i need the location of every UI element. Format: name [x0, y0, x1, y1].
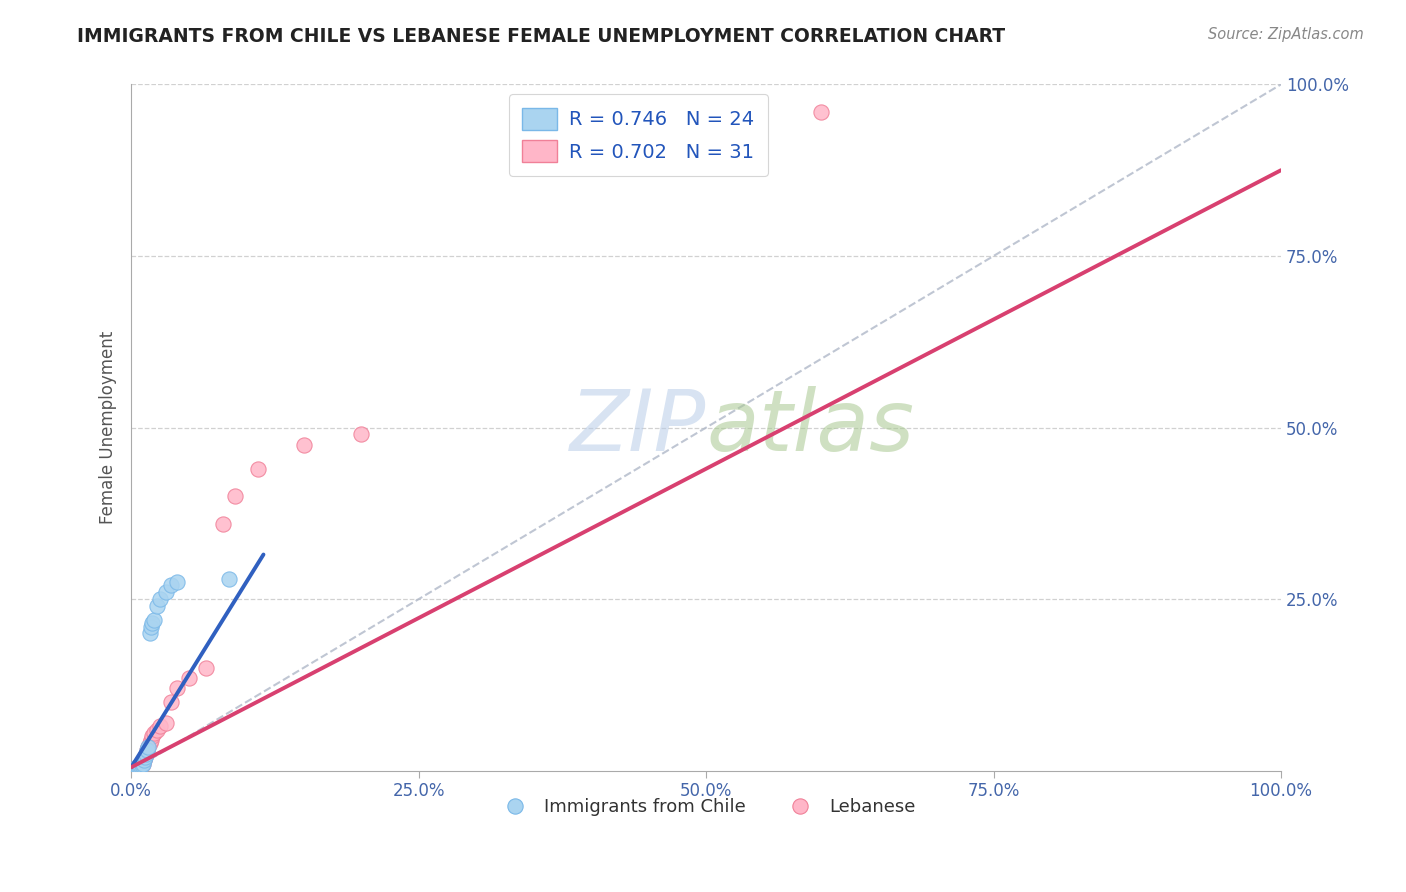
Point	[224, 489, 246, 503]
Point	[212, 516, 235, 531]
Point	[128, 759, 150, 773]
Point	[136, 743, 159, 757]
Point	[125, 761, 148, 775]
Point	[218, 572, 240, 586]
Point	[134, 750, 156, 764]
Point	[135, 747, 157, 761]
Point	[141, 730, 163, 744]
Point	[145, 599, 167, 613]
Point	[139, 619, 162, 633]
Point	[160, 578, 183, 592]
Point	[124, 762, 146, 776]
Point	[160, 695, 183, 709]
Point	[155, 715, 177, 730]
Point	[132, 756, 155, 771]
Point	[129, 758, 152, 772]
Point	[350, 427, 373, 442]
Y-axis label: Female Unemployment: Female Unemployment	[100, 331, 117, 524]
Point	[177, 671, 200, 685]
Point	[195, 661, 218, 675]
Point	[155, 585, 177, 599]
Point	[125, 760, 148, 774]
Point	[810, 104, 832, 119]
Point	[292, 438, 315, 452]
Point	[135, 747, 157, 761]
Point	[134, 750, 156, 764]
Point	[129, 758, 152, 772]
Text: atlas: atlas	[706, 386, 914, 469]
Point	[138, 739, 160, 754]
Point	[246, 461, 269, 475]
Point	[127, 759, 149, 773]
Point	[166, 574, 188, 589]
Point	[138, 736, 160, 750]
Point	[149, 719, 172, 733]
Text: ZIP: ZIP	[569, 386, 706, 469]
Point	[127, 759, 149, 773]
Point	[166, 681, 188, 696]
Point	[124, 762, 146, 776]
Point	[131, 757, 153, 772]
Point	[141, 616, 163, 631]
Point	[131, 757, 153, 772]
Point	[132, 756, 155, 771]
Point	[125, 760, 148, 774]
Point	[143, 726, 166, 740]
Point	[139, 732, 162, 747]
Point	[125, 761, 148, 775]
Point	[136, 743, 159, 757]
Point	[128, 759, 150, 773]
Point	[149, 592, 172, 607]
Point	[122, 762, 145, 776]
Point	[132, 753, 155, 767]
Point	[122, 762, 145, 776]
Point	[138, 739, 160, 754]
Point	[132, 753, 155, 767]
Text: Source: ZipAtlas.com: Source: ZipAtlas.com	[1208, 27, 1364, 42]
Legend: Immigrants from Chile, Lebanese: Immigrants from Chile, Lebanese	[489, 791, 922, 823]
Point	[145, 723, 167, 737]
Point	[143, 613, 166, 627]
Text: IMMIGRANTS FROM CHILE VS LEBANESE FEMALE UNEMPLOYMENT CORRELATION CHART: IMMIGRANTS FROM CHILE VS LEBANESE FEMALE…	[77, 27, 1005, 45]
Point	[138, 626, 160, 640]
